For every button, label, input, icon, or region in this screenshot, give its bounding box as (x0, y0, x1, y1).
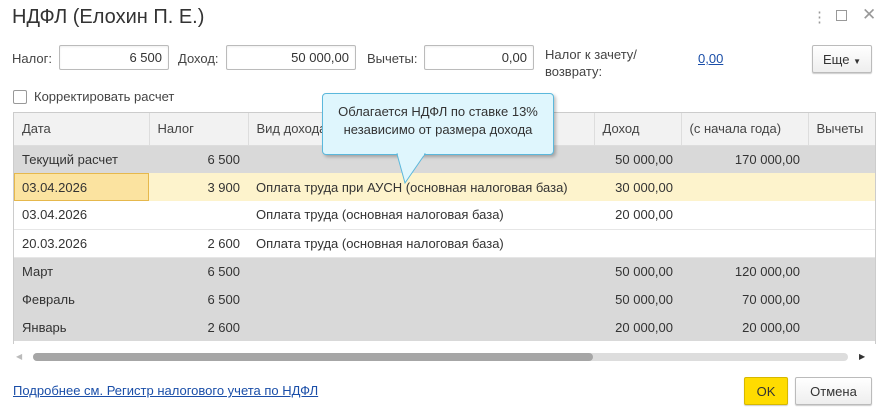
register-link[interactable]: Подробнее см. Регистр налогового учета п… (13, 383, 319, 398)
maximize-icon[interactable] (836, 10, 847, 21)
offset-value-link[interactable]: 0,00 (698, 51, 724, 66)
cell-kind[interactable]: Оплата труда (основная налоговая база) (248, 229, 594, 258)
cell-ytd[interactable]: 120 000,00 (681, 257, 808, 285)
col-header-deductions[interactable]: Вычеты (808, 113, 875, 146)
cell-date[interactable]: 03.04.2026 (14, 201, 149, 230)
cell-ytd[interactable]: 20 000,00 (681, 313, 808, 341)
more-button[interactable]: Еще ▼ (812, 45, 872, 73)
cell-tax[interactable]: 6 500 (149, 145, 248, 173)
offset-label: Налог к зачету/возврату: (545, 46, 637, 80)
cell-kind[interactable]: Оплата труда (основная налоговая база) (248, 201, 594, 230)
cell-tax[interactable]: 6 500 (149, 257, 248, 285)
income-field[interactable]: 50 000,00 (226, 45, 356, 70)
tooltip-line1: Облагается НДФЛ по ставке 13% (338, 104, 538, 119)
offset-label-line2: возврату: (545, 64, 603, 79)
col-header-income[interactable]: Доход (594, 113, 682, 146)
income-label: Доход: (178, 51, 219, 66)
col-header-ytd[interactable]: (с начала года) (681, 113, 809, 146)
cell-income[interactable]: 50 000,00 (594, 145, 681, 173)
cell-date[interactable]: 03.04.2026 (14, 173, 149, 201)
window-title: НДФЛ (Елохин П. Е.) (12, 6, 205, 28)
cell-deductions[interactable] (808, 257, 875, 285)
table-row[interactable]: Январь 2 600 20 000,00 20 000,00 (14, 313, 875, 341)
horizontal-scrollbar[interactable] (33, 353, 848, 361)
offset-label-line1: Налог к зачету/ (545, 47, 637, 62)
cell-income[interactable]: 30 000,00 (594, 173, 681, 201)
cell-tax[interactable]: 2 600 (149, 313, 248, 341)
cell-ytd[interactable] (681, 201, 808, 230)
tooltip-pointer (396, 153, 426, 185)
table-row[interactable]: 20.03.2026 2 600 Оплата труда (основная на… (14, 229, 875, 258)
cell-deductions[interactable] (808, 201, 875, 230)
col-header-date[interactable]: Дата (14, 113, 150, 146)
vertical-dots-icon[interactable]: ⋮ (812, 9, 827, 26)
cell-date[interactable]: Март (14, 257, 149, 285)
cell-income[interactable]: 20 000,00 (594, 313, 681, 341)
more-label: Еще (823, 52, 850, 67)
table-row[interactable]: Март 6 500 50 000,00 120 000,00 (14, 257, 875, 285)
cell-date[interactable]: Текущий расчет (14, 145, 149, 173)
cell-kind[interactable] (248, 313, 594, 341)
cell-kind[interactable]: Оплата труда при АУСН (основная налогова… (248, 173, 594, 201)
cell-ytd[interactable] (681, 173, 808, 201)
cell-kind[interactable] (248, 257, 594, 285)
cell-kind[interactable] (248, 285, 594, 313)
cell-ytd[interactable]: 170 000,00 (681, 145, 808, 173)
tax-field[interactable]: 6 500 (59, 45, 169, 70)
cell-income[interactable] (594, 229, 681, 258)
cell-ytd[interactable] (681, 229, 808, 258)
ok-button[interactable]: OK (744, 377, 788, 405)
cell-income[interactable]: 20 000,00 (594, 201, 681, 230)
tooltip-line2: независимо от размера дохода (343, 122, 533, 137)
dropdown-arrow-icon: ▼ (853, 57, 861, 66)
scrollbar-thumb[interactable] (33, 353, 593, 361)
cell-date[interactable]: Январь (14, 313, 149, 341)
close-icon[interactable]: ✕ (862, 5, 877, 24)
cell-deductions[interactable] (808, 285, 875, 313)
cancel-button[interactable]: Отмена (795, 377, 872, 405)
cell-deductions[interactable] (808, 145, 875, 173)
cell-deductions[interactable] (808, 313, 875, 341)
cell-income[interactable]: 50 000,00 (594, 285, 681, 313)
cell-ytd[interactable]: 70 000,00 (681, 285, 808, 313)
table-row[interactable]: Февраль 6 500 50 000,00 70 000,00 (14, 285, 875, 313)
cell-tax[interactable] (149, 201, 248, 230)
scroll-left-icon[interactable]: ◀ (16, 352, 23, 361)
table-row[interactable]: 03.04.2026 Оплата труда (основная налогов… (14, 201, 875, 230)
deductions-field[interactable]: 0,00 (424, 45, 534, 70)
cell-date[interactable]: 20.03.2026 (14, 229, 149, 258)
cell-tax[interactable]: 2 600 (149, 229, 248, 258)
scroll-right-icon[interactable]: ▶ (859, 352, 866, 361)
correct-checkbox-label[interactable]: Корректировать расчет (34, 89, 175, 104)
tax-label: Налог: (12, 51, 52, 66)
table-row[interactable]: 03.04.2026 3 900 Оплата труда при АУСН (ос… (14, 173, 875, 201)
deductions-label: Вычеты: (367, 51, 418, 66)
cell-income[interactable]: 50 000,00 (594, 257, 681, 285)
cell-deductions[interactable] (808, 229, 875, 258)
tooltip: Облагается НДФЛ по ставке 13% независимо… (322, 93, 554, 155)
cell-date[interactable]: Февраль (14, 285, 149, 313)
cell-tax[interactable]: 6 500 (149, 285, 248, 313)
cell-tax[interactable]: 3 900 (149, 173, 248, 201)
cell-deductions[interactable] (808, 173, 875, 201)
correct-checkbox[interactable] (13, 90, 27, 104)
col-header-tax[interactable]: Налог (149, 113, 249, 146)
